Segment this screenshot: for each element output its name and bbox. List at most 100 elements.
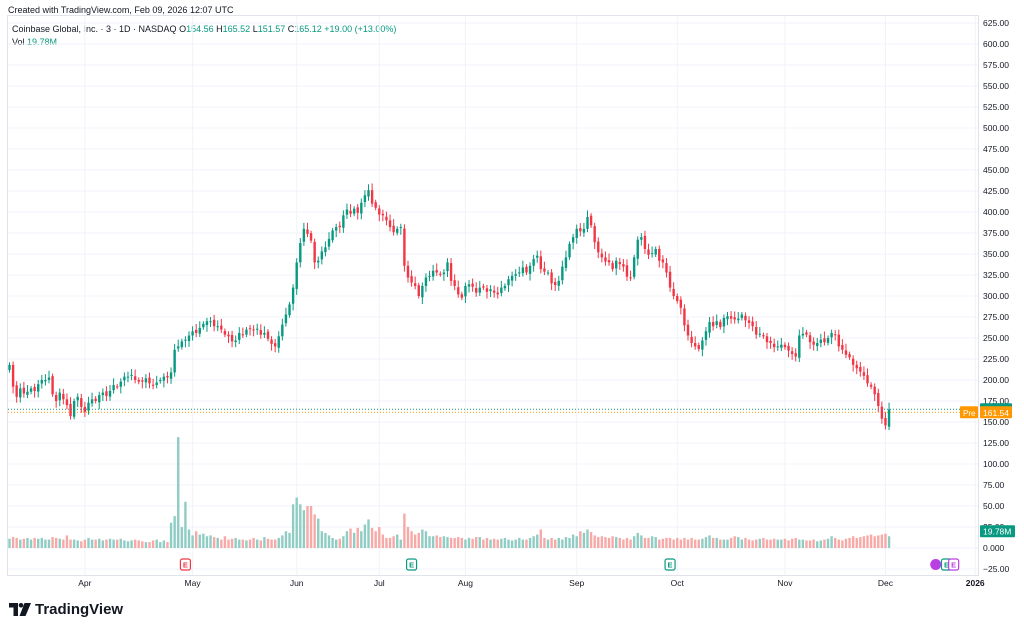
- candle[interactable]: [866, 375, 869, 384]
- volume-bar[interactable]: [482, 539, 485, 548]
- volume-bar[interactable]: [266, 538, 270, 548]
- candle[interactable]: [151, 384, 155, 386]
- volume-bar[interactable]: [381, 534, 385, 548]
- volume-bar[interactable]: [248, 539, 252, 548]
- candle[interactable]: [238, 332, 241, 340]
- candle[interactable]: [729, 316, 733, 319]
- volume-bar[interactable]: [787, 540, 790, 548]
- candle[interactable]: [309, 233, 313, 241]
- volume-bar[interactable]: [367, 519, 370, 548]
- volume-bar[interactable]: [593, 535, 596, 548]
- candle[interactable]: [54, 394, 58, 401]
- volume-bar[interactable]: [169, 522, 173, 548]
- volume-bar[interactable]: [209, 535, 212, 548]
- volume-bar[interactable]: [223, 536, 227, 548]
- volume-bar[interactable]: [693, 539, 697, 548]
- volume-bar[interactable]: [564, 537, 568, 548]
- volume-bar[interactable]: [238, 539, 241, 548]
- volume-bar[interactable]: [762, 537, 765, 548]
- candle[interactable]: [334, 227, 338, 231]
- candle[interactable]: [618, 262, 621, 265]
- volume-bar[interactable]: [37, 538, 40, 548]
- volume-bar[interactable]: [528, 537, 532, 548]
- candle[interactable]: [133, 376, 137, 380]
- volume-bar[interactable]: [442, 536, 446, 548]
- volume-bar[interactable]: [342, 536, 345, 548]
- candle[interactable]: [108, 390, 112, 397]
- candle[interactable]: [507, 279, 510, 286]
- candle[interactable]: [177, 346, 180, 349]
- candle[interactable]: [374, 202, 377, 208]
- candle[interactable]: [826, 338, 830, 343]
- volume-bar[interactable]: [496, 539, 499, 548]
- candle[interactable]: [227, 334, 230, 337]
- candle[interactable]: [492, 290, 496, 293]
- candle[interactable]: [8, 364, 11, 370]
- volume-bar[interactable]: [288, 532, 291, 548]
- candle[interactable]: [467, 284, 471, 287]
- candle[interactable]: [220, 325, 223, 330]
- volume-bar[interactable]: [15, 537, 18, 548]
- volume-bar[interactable]: [370, 527, 374, 548]
- volume-bar[interactable]: [683, 537, 686, 548]
- volume-bar[interactable]: [625, 537, 629, 548]
- volume-bar[interactable]: [352, 532, 356, 548]
- candle[interactable]: [202, 323, 205, 328]
- volume-bar[interactable]: [571, 534, 575, 548]
- candle[interactable]: [126, 376, 130, 378]
- candle[interactable]: [403, 228, 406, 266]
- candle[interactable]: [719, 321, 722, 328]
- earnings-marker[interactable]: [405, 558, 418, 571]
- volume-bar[interactable]: [216, 537, 219, 548]
- candle[interactable]: [191, 331, 194, 336]
- candle[interactable]: [299, 243, 302, 263]
- volume-bar[interactable]: [672, 539, 675, 548]
- candle[interactable]: [29, 388, 33, 392]
- volume-bar[interactable]: [159, 542, 162, 548]
- volume-bar[interactable]: [643, 537, 647, 548]
- candle[interactable]: [726, 316, 729, 320]
- candle[interactable]: [11, 364, 15, 387]
- candle[interactable]: [589, 215, 593, 226]
- candle[interactable]: [697, 345, 700, 349]
- volume-bar[interactable]: [532, 536, 535, 548]
- candle[interactable]: [378, 208, 381, 215]
- candle[interactable]: [424, 277, 428, 286]
- candle[interactable]: [284, 314, 288, 324]
- candle[interactable]: [816, 343, 819, 347]
- volume-bar[interactable]: [629, 539, 632, 548]
- volume-bar[interactable]: [690, 537, 693, 548]
- volume-bar[interactable]: [94, 539, 97, 548]
- candle[interactable]: [837, 334, 840, 347]
- volume-bar[interactable]: [184, 501, 187, 548]
- volume-bar[interactable]: [719, 539, 722, 548]
- candle[interactable]: [819, 339, 823, 344]
- candle[interactable]: [769, 340, 772, 344]
- volume-bar[interactable]: [819, 540, 823, 548]
- volume-bar[interactable]: [259, 540, 262, 548]
- volume-bar[interactable]: [126, 541, 130, 548]
- candle[interactable]: [428, 275, 431, 277]
- candle[interactable]: [877, 392, 880, 407]
- candle[interactable]: [234, 340, 237, 343]
- volume-bar[interactable]: [579, 531, 582, 548]
- volume-bar[interactable]: [869, 534, 873, 548]
- candle[interactable]: [90, 399, 94, 404]
- volume-bar[interactable]: [191, 535, 194, 548]
- candle[interactable]: [349, 210, 352, 214]
- candle[interactable]: [101, 392, 105, 396]
- volume-bar[interactable]: [162, 540, 166, 548]
- candle[interactable]: [410, 276, 413, 283]
- volume-bar[interactable]: [485, 537, 489, 548]
- candle[interactable]: [396, 228, 399, 233]
- candle[interactable]: [880, 406, 884, 419]
- candle[interactable]: [482, 286, 485, 288]
- volume-bar[interactable]: [525, 539, 528, 548]
- candle[interactable]: [683, 308, 686, 326]
- candle[interactable]: [550, 272, 553, 284]
- volume-bar[interactable]: [772, 538, 776, 548]
- candle[interactable]: [765, 336, 769, 343]
- candle[interactable]: [532, 259, 535, 266]
- candle[interactable]: [317, 260, 320, 263]
- candle[interactable]: [884, 417, 887, 426]
